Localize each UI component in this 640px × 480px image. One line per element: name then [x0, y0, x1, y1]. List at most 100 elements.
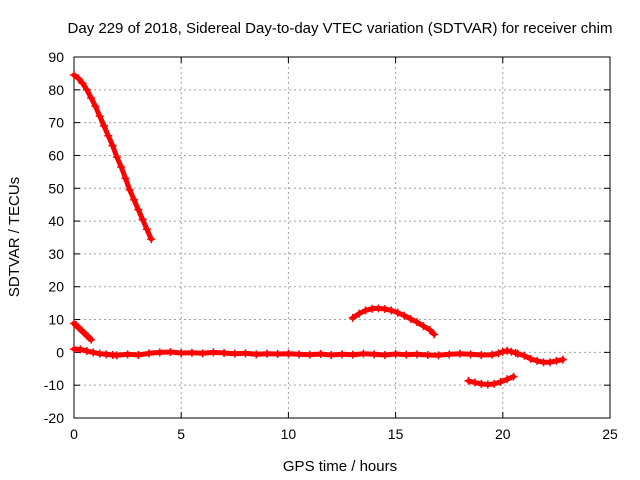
- data-point: [380, 350, 389, 359]
- data-point: [488, 350, 497, 359]
- data-point: [552, 356, 561, 365]
- data-point: [509, 372, 518, 381]
- data-point: [387, 306, 396, 315]
- data-point: [252, 350, 261, 359]
- data-point: [348, 313, 357, 322]
- data-point: [74, 74, 83, 83]
- data-point: [361, 306, 370, 315]
- data-point: [413, 318, 422, 327]
- data-point: [406, 314, 415, 323]
- data-point: [87, 94, 96, 103]
- y-tick-label-10: 80: [48, 82, 64, 98]
- x-tick-label-1: 5: [177, 426, 185, 442]
- data-point: [91, 102, 100, 111]
- data-point: [273, 350, 282, 359]
- y-tick-label-3: 10: [48, 312, 64, 328]
- axis-ticks: 0 5 10 15 20 25 -20 -10 0 10 20 30 40 50 60 70 80 90: [44, 49, 618, 442]
- x-tick-label-0: 0: [70, 426, 78, 442]
- data-point: [348, 350, 357, 359]
- data-point: [82, 85, 91, 94]
- data-point: [413, 350, 422, 359]
- data-point: [526, 354, 535, 363]
- data-point: [419, 322, 428, 331]
- series-band-0: [71, 72, 154, 242]
- data-point: [138, 215, 147, 224]
- data-point: [393, 308, 402, 317]
- data-point: [391, 350, 400, 359]
- y-tick-label-2: 0: [56, 344, 64, 360]
- data-point: [112, 153, 121, 162]
- x-axis-label: GPS time / hours: [283, 458, 397, 475]
- y-tick-label-5: 30: [48, 246, 64, 262]
- data-point: [305, 350, 314, 359]
- data-point: [425, 326, 434, 335]
- data-point: [445, 350, 454, 359]
- data-point: [187, 348, 196, 357]
- y-tick-label-9: 70: [48, 115, 64, 131]
- series-4: [464, 372, 518, 389]
- data-point: [117, 162, 126, 171]
- data-point: [95, 112, 104, 121]
- data-point: [316, 350, 325, 359]
- y-tick-label-8: 60: [48, 147, 64, 163]
- data-point: [166, 348, 175, 357]
- data-point: [230, 349, 239, 358]
- data-point: [241, 349, 250, 358]
- data-point: [380, 305, 389, 314]
- data-point: [423, 350, 432, 359]
- data-point: [130, 195, 139, 204]
- y-tick-label-1: -10: [44, 377, 64, 393]
- data-point: [490, 379, 499, 388]
- data-point: [355, 309, 364, 318]
- data-point: [558, 355, 567, 364]
- plot-frame: [73, 56, 611, 419]
- y-tick-label-4: 20: [48, 279, 64, 295]
- data-point: [477, 350, 486, 359]
- x-tick-label-2: 10: [281, 426, 297, 442]
- data-point: [498, 347, 507, 356]
- data-point: [209, 348, 218, 357]
- data-point: [78, 79, 87, 88]
- data-point: [370, 350, 379, 359]
- data-point: [123, 350, 132, 359]
- data-point: [503, 346, 512, 355]
- data-point: [284, 349, 293, 358]
- data-point: [545, 358, 554, 367]
- y-tick-label-6: 40: [48, 213, 64, 229]
- chart-title: Day 229 of 2018, Sidereal Day-to-day VTE…: [68, 20, 613, 37]
- data-point: [147, 235, 156, 244]
- data-series: [70, 71, 567, 389]
- data-point: [134, 350, 143, 359]
- data-point: [177, 349, 186, 358]
- data-point: [430, 330, 439, 339]
- data-point: [513, 349, 522, 358]
- x-tick-label-3: 15: [388, 426, 404, 442]
- data-point: [125, 185, 134, 194]
- data-point: [108, 141, 117, 150]
- data-point: [295, 350, 304, 359]
- data-point: [400, 311, 409, 320]
- data-point: [494, 349, 503, 358]
- series-5: [513, 349, 567, 367]
- series-1: [70, 319, 96, 344]
- data-point: [496, 377, 505, 386]
- data-point: [503, 375, 512, 384]
- data-point: [338, 350, 346, 359]
- data-point: [142, 225, 151, 234]
- data-point: [220, 349, 229, 358]
- data-point: [121, 174, 130, 183]
- data-point: [82, 347, 91, 356]
- grid-lines: [74, 57, 610, 418]
- series-3: [348, 304, 439, 339]
- y-tick-label-11: 90: [48, 49, 64, 65]
- data-point: [455, 349, 464, 358]
- data-point: [327, 350, 336, 359]
- data-point: [155, 348, 164, 357]
- x-tick-label-5: 25: [602, 426, 618, 442]
- data-point: [104, 131, 113, 140]
- data-point: [112, 351, 121, 360]
- data-point: [134, 205, 143, 214]
- data-point: [100, 121, 109, 130]
- data-point: [434, 351, 443, 360]
- y-tick-label-0: -20: [44, 410, 64, 426]
